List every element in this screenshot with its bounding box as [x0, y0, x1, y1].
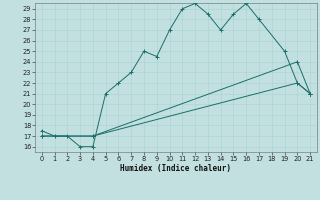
X-axis label: Humidex (Indice chaleur): Humidex (Indice chaleur)	[120, 164, 231, 173]
